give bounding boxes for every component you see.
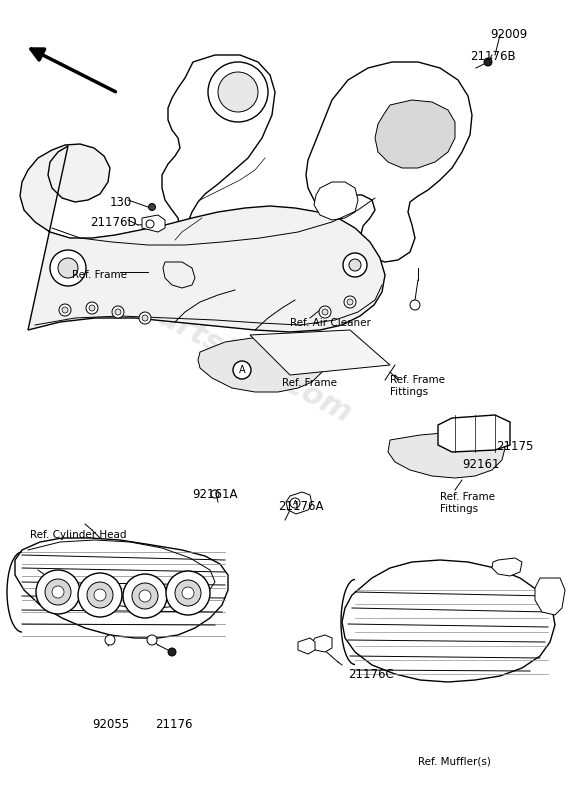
- Polygon shape: [438, 415, 510, 452]
- Polygon shape: [198, 338, 325, 392]
- Circle shape: [142, 315, 148, 321]
- Text: Ref. Frame
Fittings: Ref. Frame Fittings: [440, 492, 495, 514]
- Circle shape: [36, 570, 80, 614]
- Text: Ref. Muffler(s): Ref. Muffler(s): [418, 756, 491, 766]
- Polygon shape: [310, 635, 332, 652]
- Text: Ref. Frame
Fittings: Ref. Frame Fittings: [390, 375, 445, 397]
- Text: 130: 130: [110, 196, 132, 209]
- Circle shape: [52, 586, 64, 598]
- Polygon shape: [162, 55, 275, 285]
- Circle shape: [59, 304, 71, 316]
- Polygon shape: [375, 100, 455, 168]
- Circle shape: [208, 62, 268, 122]
- Circle shape: [58, 258, 78, 278]
- Polygon shape: [306, 62, 472, 278]
- Polygon shape: [492, 558, 522, 576]
- Circle shape: [147, 635, 157, 645]
- Text: Ref. Frame: Ref. Frame: [282, 378, 337, 388]
- Text: A: A: [239, 365, 245, 375]
- Circle shape: [347, 299, 353, 305]
- Circle shape: [123, 574, 167, 618]
- Text: 21176: 21176: [155, 718, 193, 731]
- Text: 21176C: 21176C: [348, 668, 394, 681]
- Circle shape: [211, 490, 219, 498]
- Polygon shape: [20, 144, 385, 332]
- Text: Ref. Air Cleaner: Ref. Air Cleaner: [290, 318, 371, 328]
- Circle shape: [319, 306, 331, 318]
- Circle shape: [146, 220, 154, 228]
- Text: 92009: 92009: [490, 28, 527, 41]
- Text: partsfish.com: partsfish.com: [134, 292, 356, 428]
- Text: 92161: 92161: [462, 458, 499, 471]
- Circle shape: [218, 72, 258, 112]
- Text: 92161A: 92161A: [192, 488, 238, 501]
- Text: 21176A: 21176A: [278, 500, 324, 513]
- Circle shape: [89, 305, 95, 311]
- Polygon shape: [142, 215, 165, 232]
- Circle shape: [182, 587, 194, 599]
- Circle shape: [78, 573, 122, 617]
- Polygon shape: [163, 262, 195, 288]
- Circle shape: [115, 309, 121, 315]
- Circle shape: [139, 590, 151, 602]
- Circle shape: [290, 498, 300, 508]
- Circle shape: [175, 580, 201, 606]
- Polygon shape: [15, 538, 228, 638]
- Polygon shape: [250, 330, 390, 375]
- Polygon shape: [298, 638, 315, 654]
- Circle shape: [105, 635, 115, 645]
- Circle shape: [87, 582, 113, 608]
- Text: 21176D: 21176D: [90, 216, 137, 229]
- Circle shape: [343, 253, 367, 277]
- Text: 21176B: 21176B: [470, 50, 516, 63]
- Circle shape: [344, 296, 356, 308]
- Polygon shape: [535, 578, 565, 615]
- Circle shape: [62, 307, 68, 313]
- Circle shape: [322, 309, 328, 315]
- Circle shape: [45, 579, 71, 605]
- Circle shape: [168, 648, 176, 656]
- Polygon shape: [314, 182, 358, 220]
- Circle shape: [112, 306, 124, 318]
- Polygon shape: [342, 560, 555, 682]
- Circle shape: [166, 571, 210, 615]
- Circle shape: [86, 302, 98, 314]
- Circle shape: [410, 300, 420, 310]
- Circle shape: [139, 312, 151, 324]
- Text: 21175: 21175: [496, 440, 533, 453]
- Circle shape: [148, 203, 155, 210]
- Circle shape: [132, 583, 158, 609]
- Circle shape: [50, 250, 86, 286]
- Polygon shape: [286, 492, 312, 514]
- Text: A: A: [293, 500, 297, 506]
- Circle shape: [349, 259, 361, 271]
- Circle shape: [484, 58, 492, 66]
- Text: Ref. Cylinder Head: Ref. Cylinder Head: [30, 530, 127, 540]
- Circle shape: [94, 589, 106, 601]
- Text: Ref. Frame: Ref. Frame: [72, 270, 127, 280]
- Text: 92055: 92055: [92, 718, 129, 731]
- Polygon shape: [388, 432, 505, 478]
- Circle shape: [233, 361, 251, 379]
